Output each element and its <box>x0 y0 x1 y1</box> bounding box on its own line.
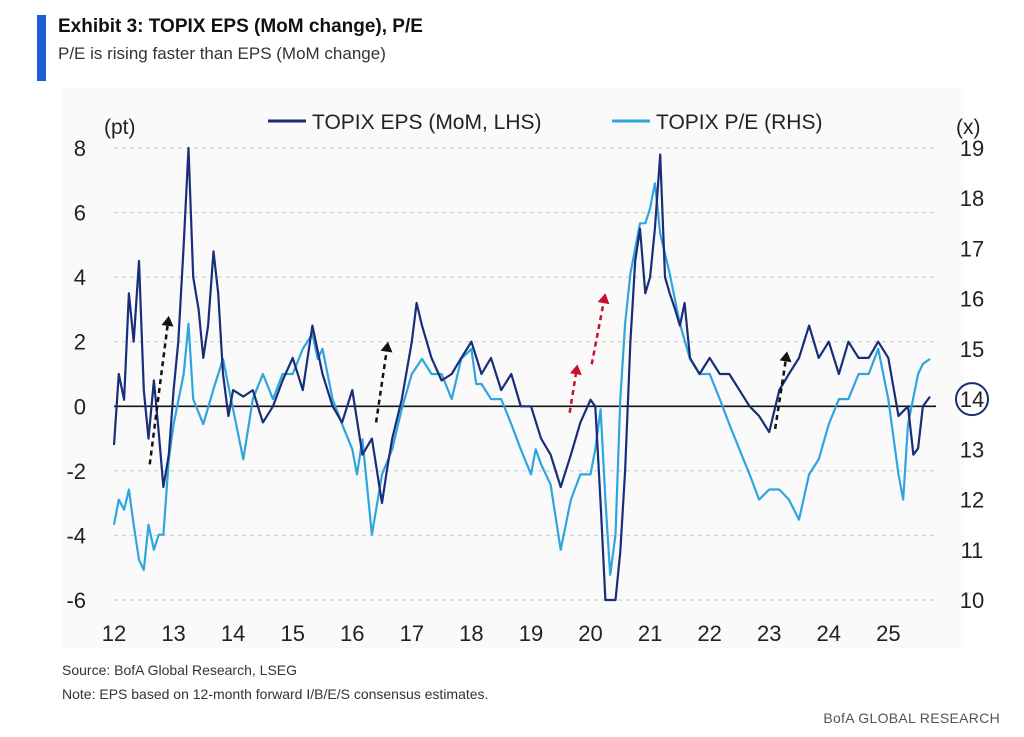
brand-label: BofA GLOBAL RESEARCH <box>823 710 1000 726</box>
trend-arrow <box>568 364 582 413</box>
arrow-head <box>569 364 582 376</box>
x-tick-label: 19 <box>519 621 543 646</box>
x-tick-label: 23 <box>757 621 781 646</box>
right-tick-label: 15 <box>960 337 984 362</box>
x-tick-label: 13 <box>161 621 185 646</box>
arrow-head <box>380 341 393 353</box>
x-tick-label: 21 <box>638 621 662 646</box>
trend-arrow <box>590 293 610 365</box>
legend-label: TOPIX EPS (MoM, LHS) <box>312 111 542 134</box>
arrow-shaft <box>773 361 787 430</box>
right-tick-label: 14 <box>960 387 984 412</box>
arrow-head <box>161 315 174 327</box>
arrow-shaft <box>568 373 578 413</box>
right-tick-label: 11 <box>961 538 984 563</box>
x-tick-label: 18 <box>459 621 483 646</box>
footnote: Note: EPS based on 12-month forward I/B/… <box>62 686 489 702</box>
right-tick-label: 12 <box>960 488 984 513</box>
x-tick-label: 15 <box>280 621 304 646</box>
left-axis-unit: (pt) <box>104 116 136 139</box>
series-pe-line <box>112 182 931 577</box>
left-tick-label: -2 <box>66 459 86 484</box>
source-note: Source: BofA Global Research, LSEG <box>62 662 298 678</box>
right-tick-label: 18 <box>960 186 984 211</box>
arrow-shaft <box>374 351 388 423</box>
chart-title: Exhibit 3: TOPIX EPS (MoM change), P/E <box>58 16 423 37</box>
x-tick-label: 20 <box>578 621 602 646</box>
plot-background <box>62 88 964 648</box>
legend: TOPIX EPS (MoM, LHS) TOPIX P/E (RHS) <box>268 111 822 134</box>
left-tick-label: 6 <box>74 201 86 226</box>
left-tick-label: -4 <box>66 523 86 548</box>
right-tick-label: 16 <box>960 287 984 312</box>
left-tick-label: -6 <box>66 588 86 613</box>
x-tick-label: 24 <box>817 621 841 646</box>
right-axis: 19 18 17 16 15 14 13 12 11 10 (x) <box>955 116 989 613</box>
x-tick-label: 14 <box>221 621 245 646</box>
left-tick-label: 4 <box>74 265 86 290</box>
arrow-head <box>779 351 792 363</box>
series-layer <box>112 146 931 602</box>
trend-arrow <box>148 315 174 465</box>
arrow-shaft <box>590 302 605 365</box>
left-axis: 8 6 4 2 0 -2 -4 -6 (pt) <box>66 116 135 613</box>
trend-arrow <box>374 341 393 423</box>
x-tick-label: 22 <box>697 621 721 646</box>
trend-arrow <box>773 351 792 430</box>
x-axis: 12 13 14 15 16 17 18 19 20 21 22 23 24 25 <box>102 621 901 646</box>
x-tick-label: 12 <box>102 621 126 646</box>
right-tick-label: 17 <box>960 236 984 261</box>
grid-lines <box>114 147 936 601</box>
highlight-circle <box>955 382 989 417</box>
right-axis-unit: (x) <box>956 116 981 139</box>
right-tick-label: 19 <box>960 136 984 161</box>
x-tick-label: 16 <box>340 621 364 646</box>
right-tick-label: 10 <box>960 588 984 613</box>
series-eps-line <box>112 146 931 602</box>
annotation-arrows <box>148 293 792 465</box>
chart-subtitle: P/E is rising faster than EPS (MoM chang… <box>58 44 386 63</box>
left-tick-label: 8 <box>74 136 86 161</box>
arrow-head <box>597 293 610 305</box>
x-tick-label: 17 <box>400 621 424 646</box>
right-tick-label: 13 <box>960 437 984 462</box>
left-tick-label: 2 <box>74 330 86 355</box>
left-tick-label: 0 <box>74 394 86 419</box>
title-accent-bar <box>37 15 46 81</box>
legend-label: TOPIX P/E (RHS) <box>656 111 822 134</box>
x-tick-label: 25 <box>876 621 900 646</box>
